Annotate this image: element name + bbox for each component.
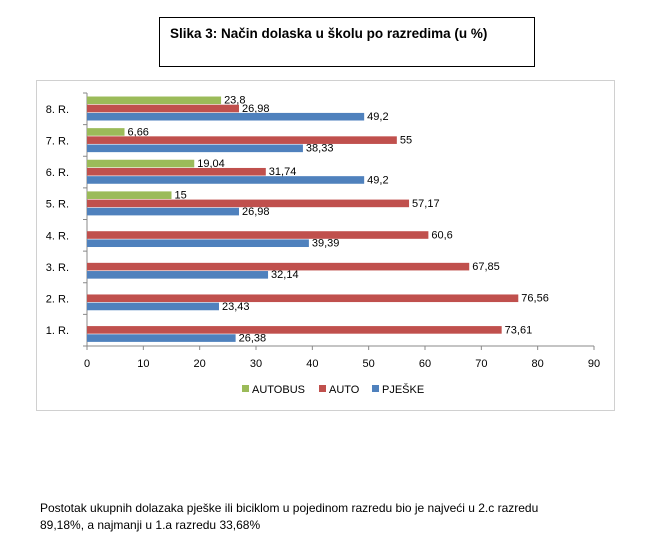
x-tick-label: 60 — [419, 358, 431, 370]
x-tick-label: 30 — [250, 358, 262, 370]
x-tick-label: 40 — [306, 358, 318, 370]
data-label: 6,66 — [128, 126, 149, 138]
bar-auto — [87, 136, 397, 144]
bar-pješke — [87, 144, 303, 153]
bar-auto — [87, 294, 519, 303]
data-label: 26,98 — [242, 206, 270, 218]
bar-pješke — [87, 207, 239, 216]
data-label: 73,61 — [505, 324, 533, 336]
chart-title: Slika 3: Način dolaska u školu po razred… — [170, 26, 488, 41]
y-tick-label: 2. R. — [46, 294, 69, 306]
y-tick-label: 7. R. — [46, 135, 69, 147]
bar-pješke — [87, 176, 365, 184]
bar-autobus — [87, 191, 172, 199]
legend-swatch-autobus — [242, 385, 249, 392]
y-tick-label: 6. R. — [46, 167, 69, 179]
data-label: 15 — [175, 190, 187, 202]
y-tick-label: 8. R. — [46, 104, 69, 116]
x-tick-label: 0 — [84, 358, 90, 370]
bar-auto — [87, 199, 410, 208]
caption-line-2: 89,18%, a najmanji u 1.a razredu 33,68% — [40, 518, 261, 532]
caption-line-1: Postotak ukupnih dolazaka pješke ili bic… — [40, 501, 539, 515]
bar-pješke — [87, 334, 236, 342]
x-tick-label: 70 — [475, 358, 487, 370]
data-label: 39,39 — [312, 238, 340, 250]
y-tick-label: 4. R. — [46, 230, 69, 242]
bar-auto — [87, 231, 429, 239]
x-tick-label: 20 — [194, 358, 206, 370]
bar-pješke — [87, 302, 219, 311]
data-label: 57,17 — [412, 198, 440, 210]
data-label: 26,98 — [242, 103, 270, 115]
data-label: 49,2 — [367, 174, 388, 186]
legend-label-autobus: AUTOBUS — [252, 384, 305, 396]
bar-autobus — [87, 159, 195, 168]
data-label: 23,8 — [224, 95, 245, 107]
x-tick-label: 90 — [588, 358, 600, 370]
data-label: 19,04 — [197, 158, 225, 170]
data-label: 49,2 — [367, 111, 388, 123]
legend-swatch-auto — [319, 385, 326, 392]
x-tick-label: 80 — [532, 358, 544, 370]
y-tick-label: 3. R. — [46, 262, 69, 274]
x-tick-label: 50 — [363, 358, 375, 370]
data-label: 23,43 — [222, 301, 250, 313]
bar-pješke — [87, 239, 309, 248]
data-label: 32,14 — [271, 269, 299, 281]
bar-pješke — [87, 112, 365, 121]
bar-autobus — [87, 96, 222, 105]
bar-auto — [87, 104, 239, 113]
legend-label-auto: AUTO — [329, 384, 360, 396]
data-label: 76,56 — [521, 293, 549, 305]
bar-pješke — [87, 271, 269, 279]
x-tick-label: 10 — [137, 358, 149, 370]
data-label: 60,6 — [431, 229, 452, 241]
caption: Postotak ukupnih dolazaka pješke ili bic… — [40, 500, 640, 534]
data-label: 26,38 — [239, 332, 267, 344]
data-label: 55 — [400, 135, 412, 147]
data-label: 31,74 — [269, 166, 297, 178]
data-label: 67,85 — [472, 261, 500, 273]
data-label: 38,33 — [306, 143, 334, 155]
chart-area: 0 10 20 30 40 50 60 70 80 90 1. R. 73,61 26,38 2. R. 7… — [36, 80, 615, 411]
legend-swatch-pješke — [372, 385, 379, 392]
bar-autobus — [87, 128, 125, 136]
bar-auto — [87, 167, 266, 176]
bar-chart: 0 10 20 30 40 50 60 70 80 90 1. R. 73,61 26,38 2. R. 7… — [46, 92, 600, 396]
bar-auto — [87, 326, 502, 334]
legend-label-pješke: PJEŠKE — [382, 383, 424, 396]
y-tick-label: 1. R. — [46, 325, 69, 337]
y-tick-label: 5. R. — [46, 199, 69, 211]
chart-title-box: Slika 3: Način dolaska u školu po razred… — [159, 17, 535, 67]
bar-auto — [87, 262, 470, 271]
